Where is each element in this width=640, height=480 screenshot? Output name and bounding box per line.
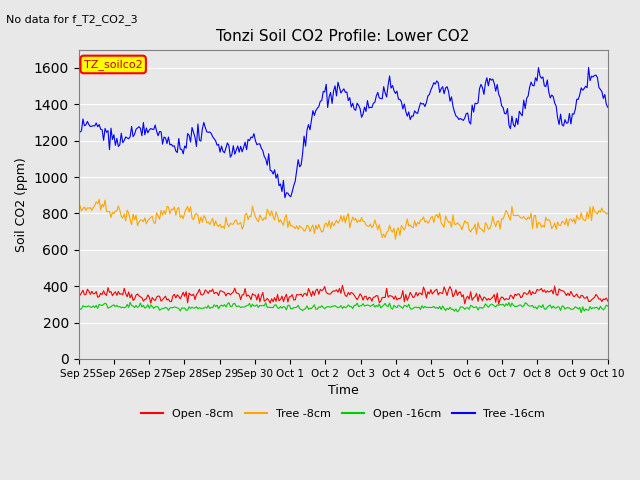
Tree -16cm [140,120,147,125]
Tree -8cm [260,215,268,220]
Open -16cm [234,303,241,309]
Tree -16cm [281,195,289,201]
Tree -8cm [392,236,399,242]
Line: Open -8cm: Open -8cm [79,285,608,304]
Tree -16cm [75,130,83,136]
Open -16cm [576,304,584,310]
Legend: Open -8cm, Tree -8cm, Open -16cm, Tree -16cm: Open -8cm, Tree -8cm, Open -16cm, Tree -… [137,405,550,423]
Tree -16cm [259,148,267,154]
Open -16cm [126,300,134,305]
Line: Open -16cm: Open -16cm [79,302,608,312]
Tree -8cm [577,210,585,216]
Open -8cm [495,301,502,307]
Open -16cm [260,303,268,309]
X-axis label: Time: Time [328,384,358,397]
Open -16cm [141,305,148,311]
Title: Tonzi Soil CO2 Profile: Lower CO2: Tonzi Soil CO2 Profile: Lower CO2 [216,29,470,44]
Tree -8cm [75,207,83,213]
Open -8cm [604,298,612,304]
Line: Tree -16cm: Tree -16cm [79,68,608,198]
Tree -8cm [95,196,103,202]
Tree -16cm [308,117,316,123]
Tree -16cm [576,92,584,97]
Open -16cm [308,306,316,312]
Open -16cm [577,310,585,315]
Text: TZ_soilco2: TZ_soilco2 [84,59,143,70]
Tree -8cm [234,221,241,227]
Tree -8cm [308,225,316,230]
Tree -16cm [604,105,612,110]
Y-axis label: Soil CO2 (ppm): Soil CO2 (ppm) [15,157,28,252]
Open -8cm [577,292,585,298]
Open -16cm [75,304,83,310]
Open -16cm [252,303,259,309]
Open -8cm [259,289,267,295]
Open -16cm [604,303,612,309]
Tree -16cm [232,147,240,153]
Tree -16cm [250,131,258,137]
Open -8cm [232,290,240,296]
Open -8cm [140,298,147,304]
Tree -16cm [585,65,593,71]
Open -8cm [306,289,314,295]
Text: No data for f_T2_CO2_3: No data for f_T2_CO2_3 [6,14,138,25]
Tree -8cm [252,214,259,220]
Tree -8cm [604,210,612,216]
Tree -8cm [141,215,148,221]
Open -8cm [250,292,258,298]
Open -8cm [339,282,346,288]
Open -8cm [75,291,83,297]
Line: Tree -8cm: Tree -8cm [79,199,608,239]
